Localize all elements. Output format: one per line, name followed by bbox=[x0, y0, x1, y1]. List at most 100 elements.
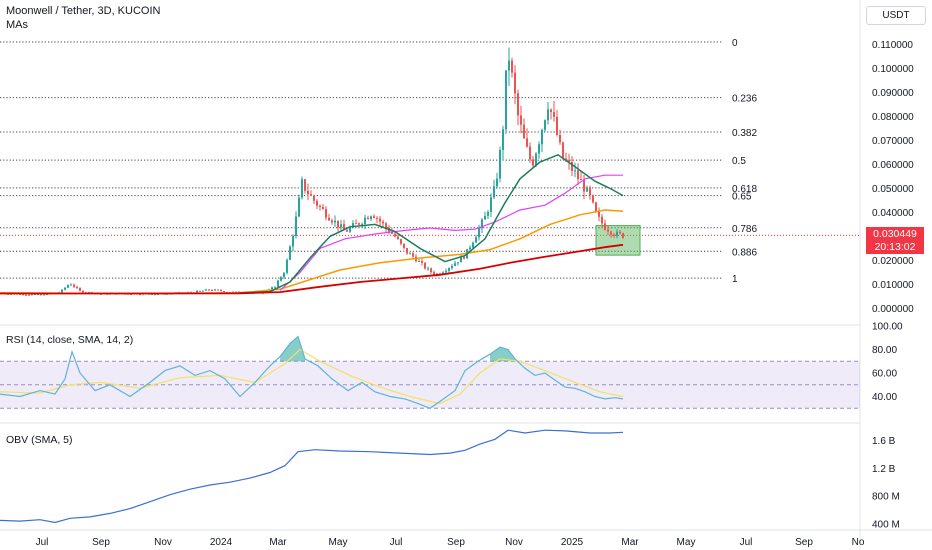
time-axis-tick: Jul bbox=[740, 537, 753, 548]
price-axis-tick: 0.040000 bbox=[872, 208, 914, 219]
candle-body bbox=[25, 294, 27, 296]
candle-body bbox=[79, 287, 81, 291]
candle-body bbox=[391, 232, 393, 234]
ma-pink-line bbox=[279, 174, 623, 291]
price-axis-tick: 0.100000 bbox=[872, 64, 914, 75]
candle-body bbox=[547, 109, 549, 121]
candle-body bbox=[34, 294, 36, 296]
candle-body bbox=[412, 253, 414, 257]
fib-level-label: 0.65 bbox=[732, 192, 752, 203]
price-axis-tick: 0.080000 bbox=[872, 112, 914, 123]
candle-body bbox=[196, 290, 198, 293]
candle-body bbox=[616, 231, 618, 236]
candle-body bbox=[352, 223, 354, 228]
price-axis-tick: 0.110000 bbox=[872, 40, 913, 51]
candle-body bbox=[289, 246, 291, 260]
candle-body bbox=[373, 216, 375, 218]
candle-body bbox=[328, 217, 330, 221]
candle-body bbox=[208, 289, 210, 291]
candle-body bbox=[19, 293, 21, 295]
fib-level-label: 0.5 bbox=[732, 156, 746, 167]
candle-body bbox=[214, 289, 216, 291]
rsi-axis-tick: 80.00 bbox=[872, 345, 897, 356]
candle-body bbox=[139, 294, 141, 296]
candle-body bbox=[274, 286, 276, 288]
candle-body bbox=[346, 230, 348, 232]
candle-body bbox=[403, 243, 405, 248]
candle-body bbox=[586, 187, 588, 192]
candle-body bbox=[64, 287, 66, 290]
candle-body bbox=[400, 239, 402, 244]
candle-body bbox=[520, 115, 522, 125]
candle-body bbox=[31, 294, 33, 296]
candle-body bbox=[556, 116, 558, 135]
time-axis-tick: 2025 bbox=[561, 537, 584, 548]
candle-body bbox=[301, 179, 303, 198]
candle-body bbox=[283, 272, 285, 278]
time-axis-tick: Mar bbox=[269, 537, 287, 548]
candle-body bbox=[460, 256, 462, 263]
obv-panel-label[interactable]: OBV (SMA, 5) bbox=[6, 434, 73, 446]
candle-body bbox=[550, 109, 552, 113]
candle-body bbox=[154, 294, 156, 296]
candle-body bbox=[409, 253, 411, 255]
candle-body bbox=[22, 293, 24, 295]
currency-selector[interactable]: USDT bbox=[866, 6, 926, 25]
candle-body bbox=[463, 256, 465, 259]
symbol-title[interactable]: Moonwell / Tether, 3D, KUCOIN bbox=[6, 5, 161, 17]
rsi-ma-line bbox=[0, 348, 624, 405]
candle-body bbox=[157, 294, 159, 296]
time-axis-tick: Mar bbox=[621, 537, 639, 548]
candle-body bbox=[37, 294, 39, 296]
candle-body bbox=[565, 158, 567, 161]
obv-axis-tick: 1.6 B bbox=[872, 436, 896, 447]
candle-body bbox=[577, 170, 579, 180]
rsi-axis-tick: 100.00 bbox=[872, 322, 903, 333]
candle-body bbox=[442, 272, 444, 274]
candle-body bbox=[529, 146, 531, 160]
time-axis-tick: May bbox=[329, 537, 348, 548]
candle-body bbox=[385, 223, 387, 229]
candle-body bbox=[277, 280, 279, 287]
candle-body bbox=[67, 285, 69, 288]
candle-body bbox=[592, 195, 594, 203]
candle-body bbox=[571, 161, 573, 172]
candle-body bbox=[610, 231, 612, 235]
time-axis-tick: 2024 bbox=[210, 537, 233, 548]
candle-body bbox=[613, 234, 615, 236]
price-axis-tick: 0.050000 bbox=[872, 184, 914, 195]
candle-body bbox=[28, 294, 30, 296]
candle-body bbox=[307, 190, 309, 195]
rsi-panel-label[interactable]: RSI (14, close, SMA, 14, 2) bbox=[6, 334, 134, 346]
price-axis-tick: 0.070000 bbox=[872, 136, 914, 147]
candle-body bbox=[334, 220, 336, 223]
candle-body bbox=[295, 216, 297, 236]
candle-body bbox=[532, 159, 534, 166]
candle-body bbox=[472, 242, 474, 248]
candle-body bbox=[595, 202, 597, 212]
candle-body bbox=[217, 289, 219, 291]
candle-body bbox=[535, 153, 537, 166]
fib-level-label: 1 bbox=[732, 274, 738, 285]
candle-body bbox=[367, 217, 369, 220]
candle-body bbox=[364, 217, 366, 224]
candle-body bbox=[304, 179, 306, 191]
candle-body bbox=[523, 124, 525, 139]
rsi-axis-tick: 40.00 bbox=[872, 392, 897, 403]
candle-body bbox=[370, 216, 372, 220]
time-axis-tick: May bbox=[677, 537, 696, 548]
candle-body bbox=[151, 294, 153, 296]
time-axis-tick: Jul bbox=[390, 537, 403, 548]
indicator-label-mas[interactable]: MAs bbox=[6, 19, 28, 31]
price-axis-tick: 0.090000 bbox=[872, 88, 914, 99]
candle-body bbox=[220, 290, 222, 292]
rsi-line bbox=[0, 335, 624, 409]
candle-body bbox=[448, 268, 450, 272]
candle-body bbox=[205, 289, 207, 291]
candle-body bbox=[73, 284, 75, 287]
time-axis-tick: No bbox=[852, 537, 865, 548]
candle-body bbox=[361, 223, 363, 225]
candle-body bbox=[286, 259, 288, 273]
candle-body bbox=[211, 290, 213, 292]
